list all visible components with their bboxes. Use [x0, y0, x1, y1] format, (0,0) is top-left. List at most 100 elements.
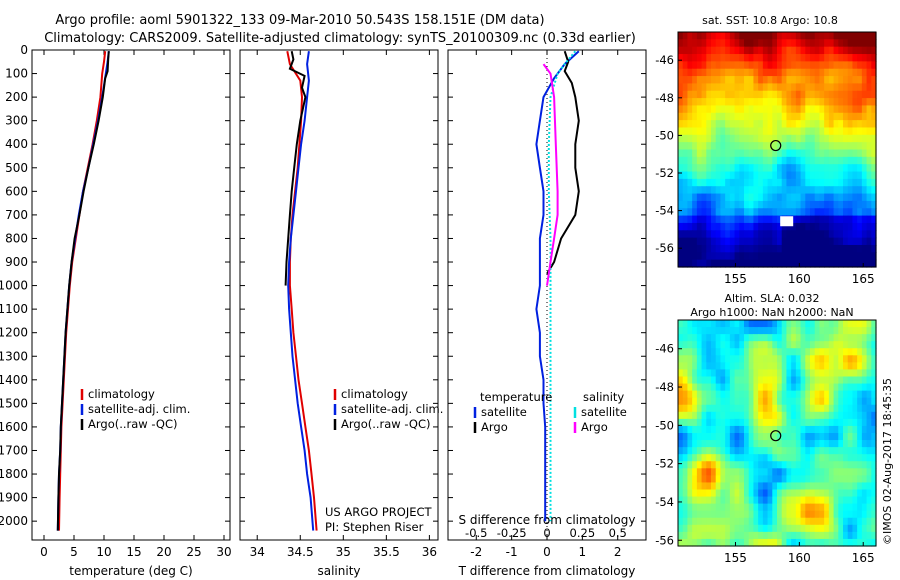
- sla_map-cell: [810, 433, 816, 441]
- sst_map-cell: [871, 105, 877, 114]
- sst_map-cell: [847, 156, 854, 165]
- sla_map-cell: [871, 447, 877, 455]
- sla_map-cell: [810, 440, 816, 448]
- sla_map-cell: [843, 496, 849, 505]
- difference-x-tick-label: 0: [543, 545, 551, 559]
- sla_map-cell: [711, 468, 717, 476]
- sst_map-cell: [762, 259, 769, 268]
- depth-tick-label: 200: [5, 90, 28, 104]
- sla_map-cell: [866, 348, 872, 356]
- sst_map-cell: [805, 142, 811, 151]
- sst_map-cell: [819, 186, 825, 195]
- sst_map-cell: [753, 208, 759, 217]
- sla_map-cell: [814, 362, 821, 371]
- sst_map-cell: [824, 178, 830, 187]
- sla_map-cell: [753, 468, 759, 476]
- sla_map-cell: [866, 468, 872, 476]
- sst_map-cell: [819, 54, 825, 62]
- sla_map-cell: [734, 376, 740, 385]
- sla_map-cell: [762, 334, 769, 342]
- sla_map-cell: [687, 454, 693, 462]
- sst_map-cell: [838, 193, 844, 202]
- sst_map-cell: [772, 61, 778, 70]
- sst_map-cell: [767, 171, 773, 180]
- sst_map-cell: [795, 134, 802, 143]
- sla_map-cell: [729, 341, 736, 349]
- sla_map-cell: [852, 524, 858, 533]
- sst_map-cell: [805, 105, 811, 114]
- sla_map-cell: [758, 348, 764, 356]
- sst_map-cell: [739, 208, 745, 217]
- sla_map-cell: [795, 383, 802, 392]
- sst_map-cell: [795, 252, 802, 261]
- sst_map-cell: [767, 127, 773, 136]
- sla_map-cell: [696, 524, 703, 533]
- sst_map-cell: [777, 244, 783, 253]
- sla_map-cell: [857, 517, 863, 526]
- sla_map-cell: [819, 320, 825, 328]
- sst_map-cell: [795, 237, 802, 246]
- sla_map-cell: [748, 404, 755, 413]
- sla_map-cell: [838, 433, 844, 441]
- sla_map-cell: [753, 397, 759, 406]
- sst_map-cell: [696, 259, 703, 268]
- sst_map-cell: [739, 68, 745, 77]
- depth-tick-label: 600: [5, 184, 28, 198]
- sla_map-cell: [819, 418, 825, 427]
- sst_map-cell: [753, 193, 759, 202]
- sla_map-cell: [753, 348, 759, 356]
- sla_map-cell: [687, 327, 693, 335]
- sst_map-cell: [762, 120, 769, 129]
- sst_map-cell: [847, 76, 854, 84]
- sst_map-cell: [682, 83, 689, 92]
- sst_map-cell: [791, 98, 797, 107]
- sla_map-cell: [791, 341, 797, 349]
- sla_map-cell: [805, 376, 811, 385]
- sla_map-cell: [739, 510, 745, 519]
- sst_map-cell: [791, 76, 797, 84]
- sla_map-cell: [871, 320, 877, 328]
- sla_map-cell: [847, 433, 854, 441]
- sla_map-cell: [739, 433, 745, 441]
- sla_map-cell: [725, 454, 731, 462]
- sst_map-cell: [833, 215, 839, 224]
- sst_map-cell: [758, 164, 764, 173]
- sst_map-cell: [739, 149, 745, 158]
- sla_map-cell: [777, 425, 783, 434]
- sla_map-cell: [758, 489, 764, 498]
- sst_map-cell: [847, 142, 854, 151]
- sst_map-cell: [734, 105, 740, 114]
- sst_map-cell: [744, 171, 750, 180]
- sst_map-cell: [791, 46, 797, 55]
- sst_map-cell: [687, 193, 693, 202]
- sst_map-cell: [800, 178, 806, 187]
- sla_map-cell: [762, 475, 769, 484]
- sla_map-cell: [866, 383, 872, 392]
- sst_map-cell: [692, 61, 698, 70]
- sst_map-cell: [861, 68, 868, 77]
- sla_map-cell: [777, 376, 783, 385]
- sla_map-cell: [847, 397, 854, 406]
- sla_map-cell: [833, 418, 839, 427]
- sst_map-cell: [762, 178, 769, 187]
- sla_map-cell: [725, 348, 731, 356]
- sst_map-cell: [866, 215, 872, 224]
- sla_map-cell: [725, 320, 731, 328]
- sst_map-cell: [687, 215, 693, 224]
- sla_map-cell: [682, 538, 689, 547]
- sla_map-cell: [734, 320, 740, 328]
- sst_map-cell: [777, 90, 783, 99]
- sla_map-cell: [734, 362, 740, 371]
- sst_map-cell: [861, 76, 868, 84]
- sst_map-cell: [843, 120, 849, 129]
- sla_map-cell: [777, 362, 783, 371]
- sst_map-cell: [739, 112, 745, 121]
- sla_map-cell: [833, 425, 839, 434]
- sla_map-cell: [777, 369, 783, 378]
- sst_map-cell: [744, 164, 750, 173]
- sla_map-cell: [833, 362, 839, 371]
- sla_map-cell: [678, 334, 684, 342]
- sst_map-cell: [753, 46, 759, 55]
- sst_map-cell: [762, 237, 769, 246]
- sst_map-cell: [748, 39, 755, 48]
